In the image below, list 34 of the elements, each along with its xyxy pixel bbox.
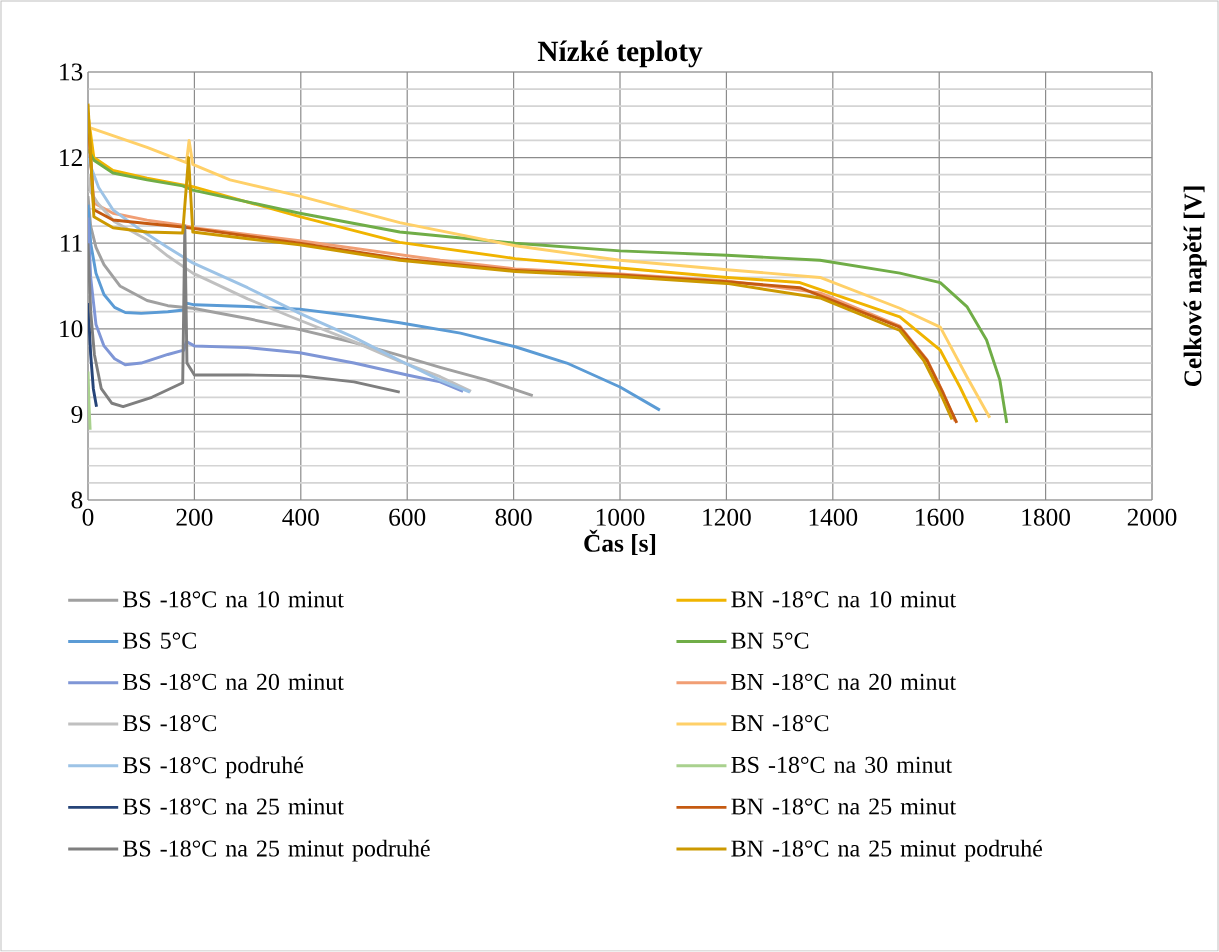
y-tick-label: 9: [71, 405, 83, 423]
x-tick-label: 1600: [916, 508, 964, 526]
x-tick-label: 800: [495, 508, 532, 526]
x-tick-label: 1000: [596, 508, 645, 526]
legend-label: BN -18°C na 20 minut: [731, 673, 957, 690]
x-tick-label: 600: [389, 508, 426, 526]
x-tick-label: 0: [82, 508, 94, 526]
y-tick-label: 11: [61, 234, 82, 252]
legend-label: BN 5°C: [731, 632, 809, 649]
x-tick-label: 1800: [1022, 508, 1070, 526]
legend-label: BS -18°C: [123, 715, 216, 732]
legend-label: BS -18°C na 30 minut: [731, 756, 953, 773]
y-tick-label: 10: [60, 320, 83, 338]
legend-label: BS -18°C podruhé: [123, 756, 304, 779]
x-axis-title: Čas [s]: [584, 529, 656, 556]
legend-label: BN -18°C: [731, 715, 829, 732]
chart-title: Nízké teploty: [537, 40, 703, 68]
legend-label: BN -18°C na 25 minut podruhé: [731, 839, 1043, 862]
legend-label: BS 5°C: [123, 632, 196, 649]
x-tick-label: 1200: [703, 508, 751, 526]
y-tick-label: 8: [71, 491, 83, 509]
y-tick-label: 13: [60, 63, 83, 81]
x-tick-label: 1400: [809, 508, 858, 526]
x-tick-label: 400: [282, 508, 319, 526]
y-axis-title: Celkové napětí [V]: [1183, 186, 1207, 387]
legend-label: BN -18°C na 25 minut: [731, 798, 957, 815]
legend-label: BS -18°C na 25 minut podruhé: [123, 839, 430, 862]
x-tick-label: 2000: [1127, 508, 1177, 526]
x-tick-label: 200: [176, 508, 213, 526]
legend-label: BN -18°C na 10 minut: [731, 591, 957, 608]
legend-label: BS -18°C na 20 minut: [123, 673, 344, 690]
y-tick-label: 12: [60, 149, 82, 166]
legend-label: BS -18°C na 10 minut: [123, 591, 344, 608]
legend-label: BS -18°C na 25 minut: [123, 798, 344, 815]
